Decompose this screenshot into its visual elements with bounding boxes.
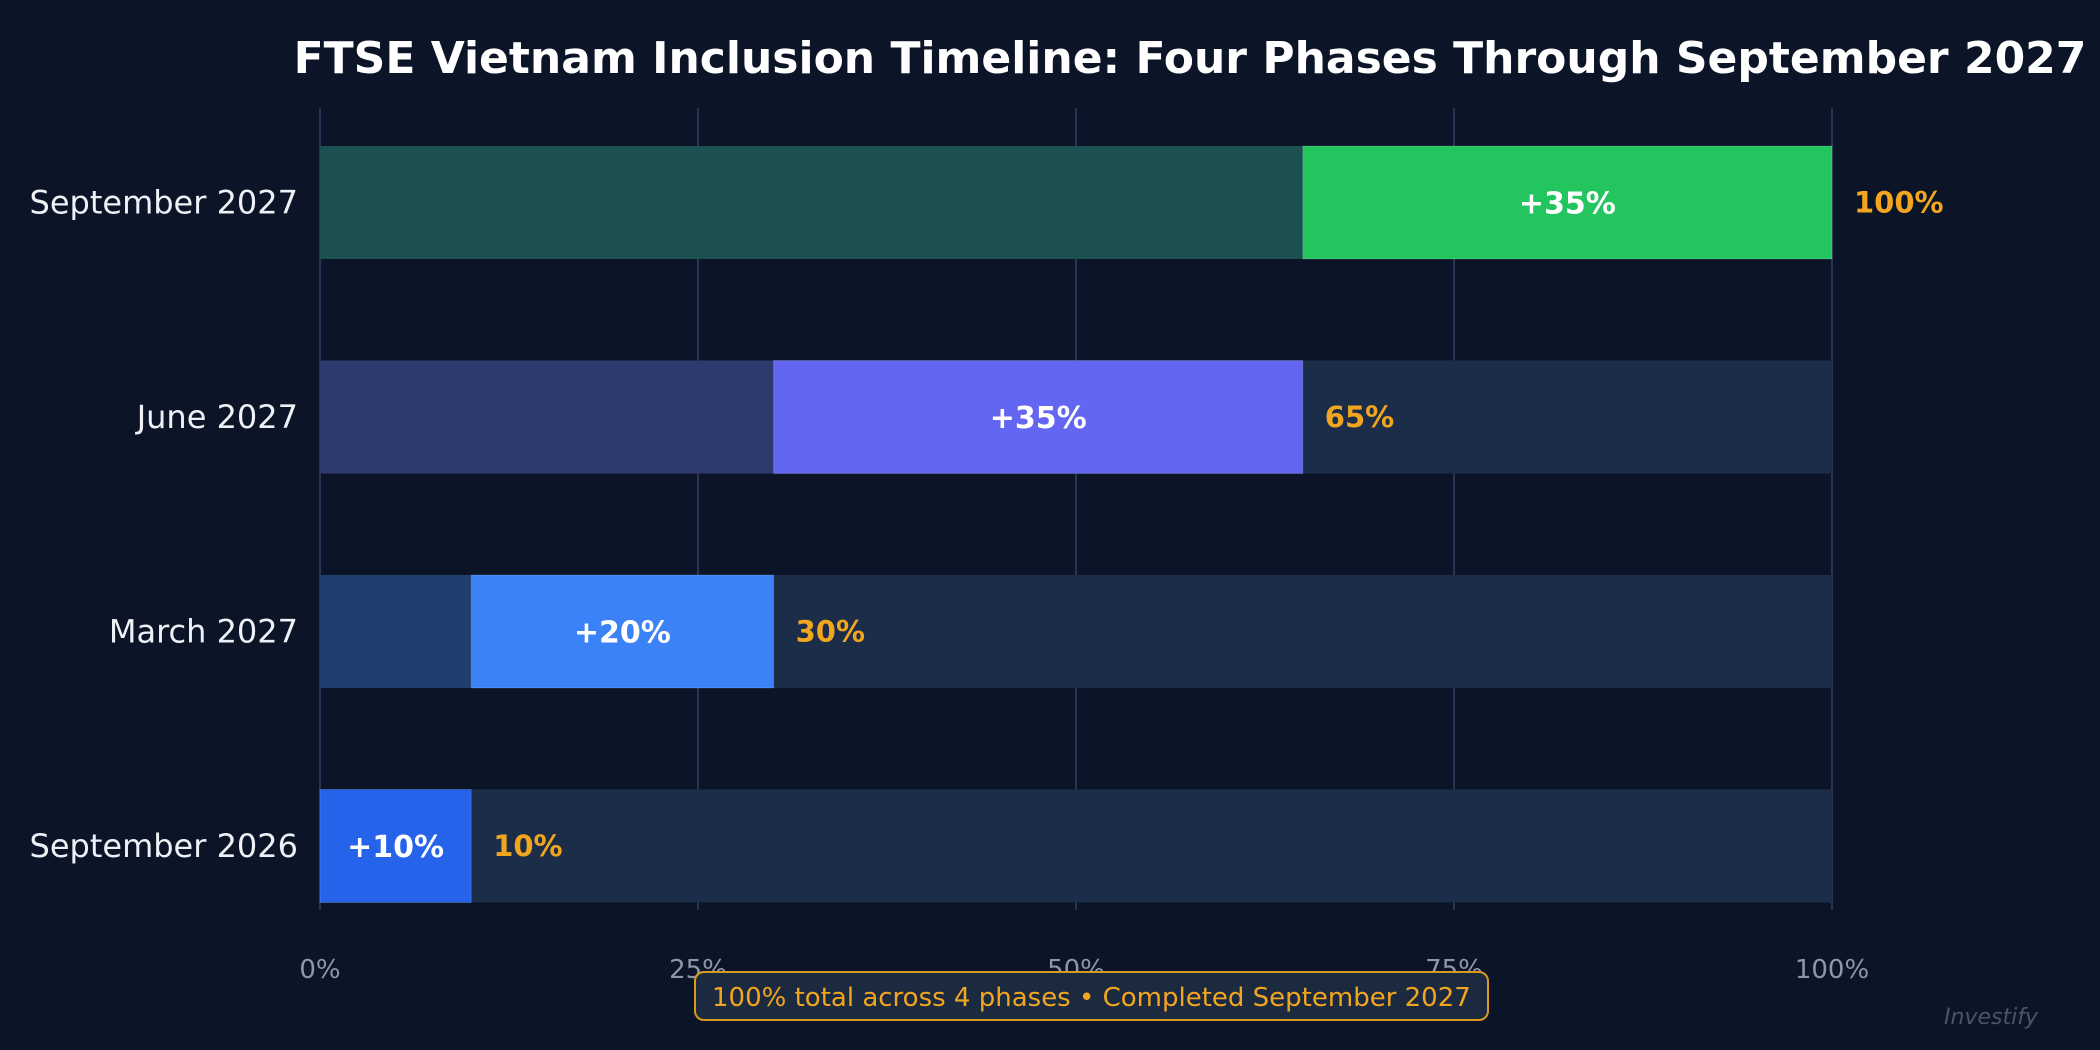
bars [319,145,1833,903]
bar-prior-segment [320,360,774,474]
bar-prior-segment [320,146,1303,259]
y-category-label: September 2027 [30,184,298,222]
bar-track [320,789,1832,903]
bar-prior-segment [320,575,472,688]
increment-label: +35% [990,401,1087,436]
bar-increment-segment [470,574,775,689]
chart-title: FTSE Vietnam Inclusion Timeline: Four Ph… [294,33,2087,84]
increment-label: +10% [347,830,444,865]
y-category-label: September 2026 [30,827,298,865]
bar-increment-segment [1302,145,1833,260]
bar-increment-segment [319,789,472,903]
bar-labels: +35% 100% +35% 65% +20% 30% +10% 10% [347,186,1943,866]
watermark: Investify [1944,1005,2038,1030]
x-tick-label: 100% [1795,955,1869,985]
cumulative-label: 65% [1325,400,1394,434]
increment-label: +35% [1519,187,1616,222]
cumulative-label: 100% [1854,186,1944,220]
y-category-label: March 2027 [109,613,298,651]
cumulative-label: 10% [493,829,562,863]
cumulative-label: 30% [796,615,865,649]
x-tick-label: 0% [299,955,340,985]
summary-annotation: 100% total across 4 phases • Completed S… [694,971,1489,1021]
y-category-label: June 2027 [135,398,298,436]
bar-increment-segment [773,360,1304,474]
increment-label: +20% [574,616,671,651]
